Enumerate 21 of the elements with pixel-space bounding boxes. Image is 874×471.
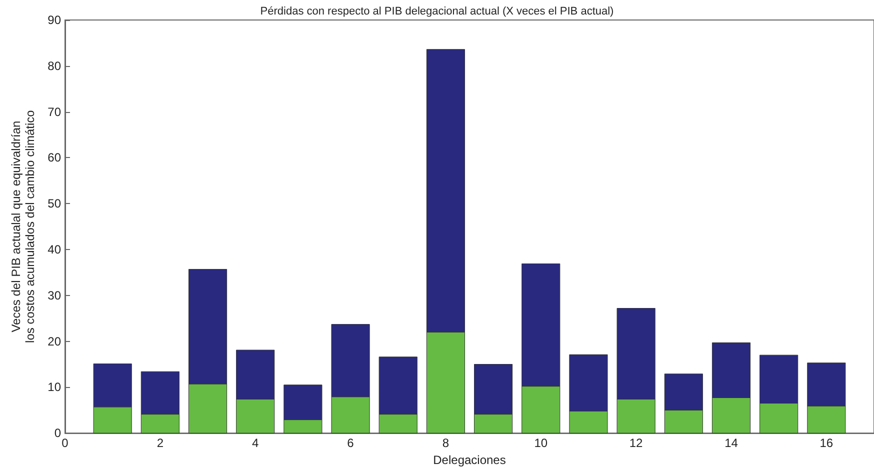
x-tick-label: 6 xyxy=(347,436,354,450)
y-tick-label: 50 xyxy=(48,196,62,211)
x-tick-label: 4 xyxy=(252,436,260,450)
x-tick-label: 8 xyxy=(442,436,450,450)
x-axis-title: Delegaciones xyxy=(433,453,506,467)
y-tick-label: 10 xyxy=(48,380,62,394)
y-tick-label: 80 xyxy=(48,58,62,73)
x-tick-label: 14 xyxy=(724,436,738,450)
x-tick-label: 10 xyxy=(534,436,548,450)
y-tick-label: 30 xyxy=(48,288,62,302)
x-tick-label: 12 xyxy=(629,436,644,450)
x-tick-label: 2 xyxy=(156,436,164,450)
y-tick-label: 0 xyxy=(54,426,62,440)
y-tick-label: 70 xyxy=(48,104,62,119)
y-tick-label: 60 xyxy=(48,150,62,165)
y-tick-label: 40 xyxy=(48,242,62,256)
chart-title: Pérdidas con respecto al PIB delegacional actual (X veces el PIB actual) xyxy=(260,6,614,18)
y-tick-label: 90 xyxy=(48,13,62,27)
y-tick-label: 20 xyxy=(48,334,62,348)
x-tick-label: 16 xyxy=(820,436,834,450)
y-axis-title: Veces del PIB actualal que equivaldrían los costos acumulados del cambio climático xyxy=(8,110,37,343)
